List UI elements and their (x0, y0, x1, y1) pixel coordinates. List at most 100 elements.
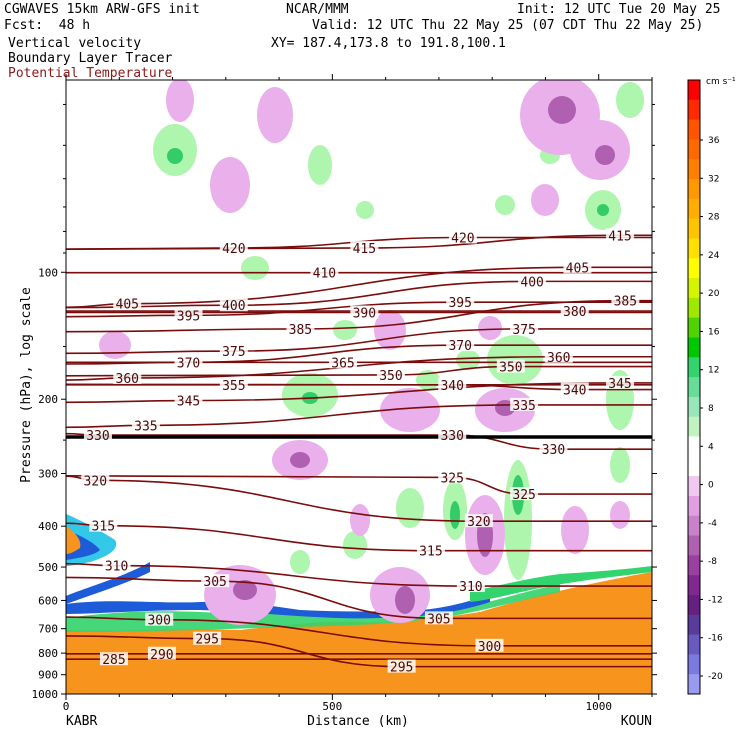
theta-label: 335 (512, 399, 535, 414)
colorbar-swatch (688, 357, 700, 378)
theta-label-bg (310, 265, 339, 279)
theta-label: 315 (419, 545, 442, 560)
theta-label-bg (113, 370, 142, 384)
theta-label: 330 (440, 429, 463, 444)
theta-label-bg (464, 514, 493, 528)
isentrope-335 (66, 404, 652, 429)
theta-label-bg (329, 355, 358, 369)
isentrope-405 (66, 266, 652, 309)
y-tick-label: 700 (38, 623, 58, 636)
theta-label: 375 (222, 345, 245, 360)
y-tick-label: 1000 (32, 688, 59, 701)
colorbar-label: 24 (708, 251, 720, 261)
theta-label: 310 (105, 560, 128, 575)
theta-label: 285 (102, 653, 125, 668)
vertical-velocity-down-strong (233, 96, 615, 614)
theta-label-bg (446, 338, 475, 352)
x-axis-title: Distance (km) (307, 714, 409, 729)
theta-label-bg (219, 377, 248, 391)
colorbar-swatch (688, 594, 700, 616)
colorbar-swatch (688, 238, 700, 259)
theta-label-bg (147, 646, 176, 660)
theta-label-bg (606, 228, 635, 242)
theta-label-bg (193, 631, 222, 645)
forecast-label: Fcst: (4, 18, 44, 33)
boundary-layer-tracer-fill (66, 572, 652, 694)
theta-label-bg (145, 612, 174, 626)
theta-label: 415 (608, 229, 631, 244)
xy-endpoints: XY= 187.4,173.8 to 191.8,100.1 (271, 36, 506, 51)
theta-label: 335 (134, 419, 157, 434)
vertical-velocity-up-strong (167, 148, 609, 529)
colorbar-swatch (688, 396, 700, 418)
y-tick-label: 100 (38, 266, 58, 279)
isentrope-395 (66, 301, 652, 318)
colorbar-swatch (688, 654, 700, 675)
theta-label: 330 (86, 429, 109, 444)
theta-label-bg (438, 377, 467, 391)
colorbar-label: 28 (708, 213, 720, 223)
theta-label: 340 (563, 384, 586, 399)
init-time: Init: 12 UTC Tue 20 May 25 (517, 2, 721, 17)
colorbar-swatch (688, 119, 700, 140)
theta-label-bg (539, 442, 568, 456)
theta-label-bg (518, 274, 547, 288)
theta-label: 315 (92, 520, 115, 535)
theta-label: 365 (331, 356, 354, 371)
theta-label-bg (446, 295, 475, 309)
y-tick-label: 200 (38, 393, 58, 406)
theta-label: 340 (440, 379, 463, 394)
theta-label: 330 (542, 443, 565, 458)
theta-label: 320 (84, 474, 107, 489)
theta-label: 300 (147, 614, 170, 629)
theta-label: 305 (203, 575, 226, 590)
y-tick-label: 800 (38, 647, 58, 660)
colorbar-swatch (688, 139, 700, 160)
colorbar-swatch (688, 555, 700, 576)
x-tick-label: 0 (63, 700, 70, 713)
theta-label: 400 (520, 275, 543, 290)
theta-label: 350 (379, 369, 402, 384)
theta-label: 395 (177, 309, 200, 324)
colorbar-swatch (688, 634, 700, 655)
theta-label: 295 (390, 661, 413, 676)
isentrope-375 (66, 328, 652, 355)
theta-label: 325 (440, 471, 463, 486)
colorbar-swatch (688, 99, 700, 121)
colorbar-label: 0 (708, 481, 714, 491)
colorbar-label: -8 (708, 557, 717, 567)
theta-label-bg (544, 349, 573, 363)
theta-label-bg (219, 344, 248, 358)
organization: NCAR/MMM (286, 2, 349, 17)
x-tick-label: 1000 (585, 700, 612, 713)
theta-label: 360 (116, 372, 139, 387)
colorbar-label: -16 (708, 634, 723, 644)
theta-label: 325 (512, 488, 535, 503)
x-tick-label: 500 (322, 700, 342, 713)
y-tick-label: 500 (38, 561, 58, 574)
theta-label-bg (174, 355, 203, 369)
field-vertical-velocity: Vertical velocity (8, 36, 142, 51)
theta-label: 420 (222, 242, 245, 257)
theta-label: 355 (222, 379, 245, 394)
theta-label: 420 (451, 232, 474, 247)
colorbar-swatch (688, 218, 700, 239)
theta-label-bg (350, 240, 379, 254)
colorbar-label: 32 (708, 174, 719, 184)
theta-label-bg (510, 397, 539, 411)
theta-label-bg (560, 382, 589, 396)
colorbar-swatch (688, 80, 700, 101)
theta-label: 345 (177, 395, 200, 410)
theta-label-bg (438, 470, 467, 484)
theta-label: 405 (566, 261, 589, 276)
endpoint-left: KABR (66, 714, 97, 729)
colorbar-label: 12 (708, 366, 719, 376)
colorbar-label: 8 (708, 404, 714, 414)
theta-label: 385 (614, 295, 637, 310)
theta-label-bg (350, 305, 379, 319)
theta-label: 400 (222, 299, 245, 314)
colorbar-swatch (688, 159, 700, 180)
forecast-value: 48 h (58, 18, 91, 33)
colorbar-swatch (688, 476, 700, 497)
colorbar-swatch (688, 297, 700, 319)
